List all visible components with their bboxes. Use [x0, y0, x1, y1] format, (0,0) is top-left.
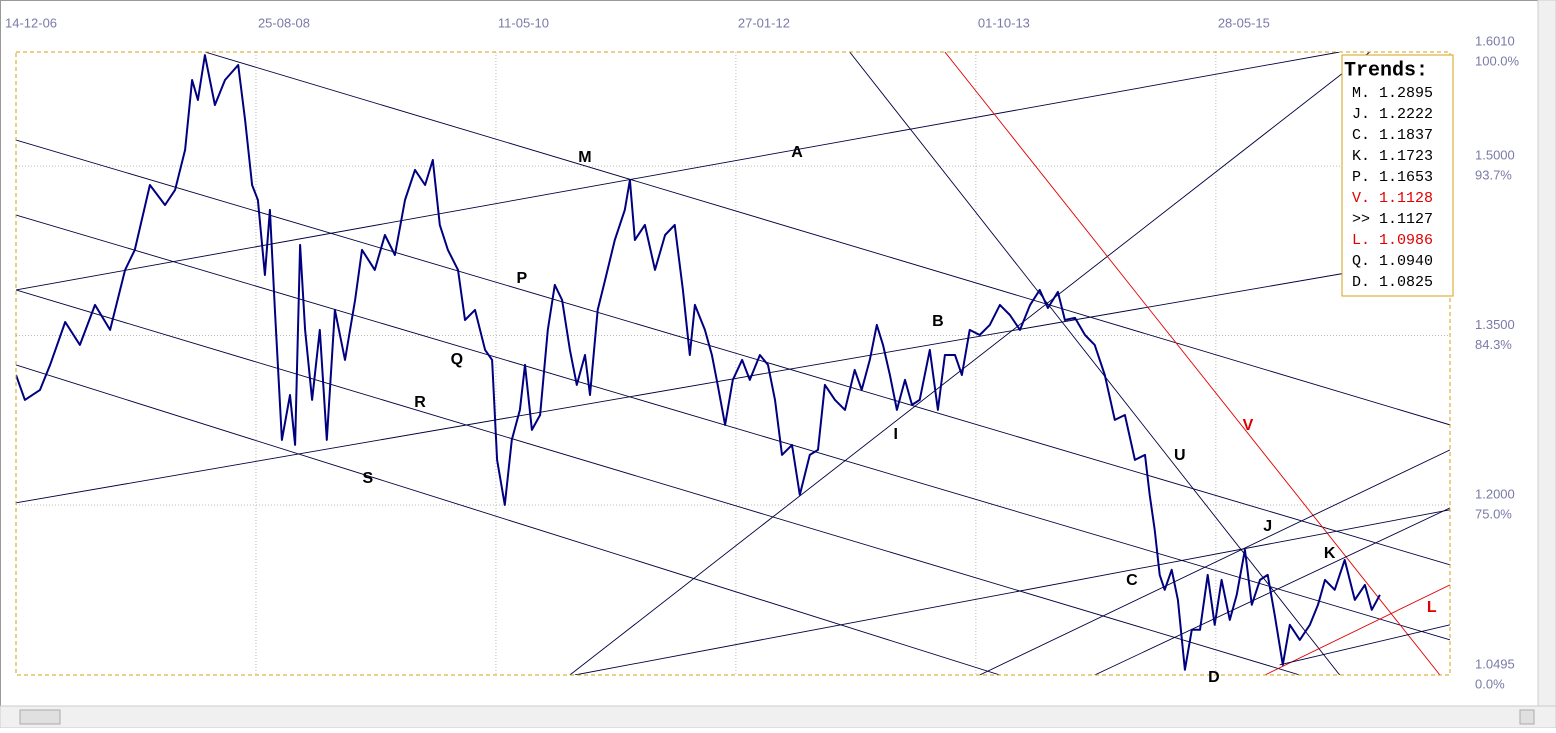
- trendline: [16, 214, 1450, 641]
- legend-title: Trends:: [1344, 59, 1428, 82]
- y-percent-label: 75.0%: [1475, 506, 1512, 521]
- trendline: [979, 449, 1450, 675]
- y-percent-label: 100.0%: [1475, 53, 1520, 68]
- trendline: [944, 52, 1441, 675]
- price-line: [16, 54, 1381, 671]
- legend-box: [1341, 54, 1454, 297]
- trend-label: B: [932, 313, 944, 330]
- trendline: [16, 139, 1450, 566]
- y-tick-label: 1.6010: [1475, 33, 1515, 48]
- vertical-scrollbar[interactable]: [1537, 0, 1556, 707]
- x-tick-label: 14-12-06: [5, 15, 57, 30]
- trend-label: C: [1126, 572, 1138, 589]
- trend-label: M: [578, 149, 591, 166]
- horizontal-scrollbar[interactable]: [0, 705, 1556, 729]
- trendline: [1264, 584, 1450, 675]
- legend: Trends: M. 1.2895 J. 1.2222 C. 1.1837 K. 1.…: [1341, 54, 1454, 297]
- legend-entry: L. 1.0986: [1352, 232, 1433, 249]
- trend-label: Q: [451, 351, 463, 368]
- y-tick-label: 1.5000: [1475, 148, 1515, 163]
- y-tick-label: 1.0495: [1475, 656, 1515, 671]
- trendline: [569, 52, 1371, 675]
- x-tick-label: 25-08-08: [258, 15, 310, 30]
- trendline: [1279, 624, 1450, 666]
- legend-entry: Q. 1.0940: [1352, 253, 1433, 270]
- labels: 14-12-06 25-08-08 11-05-10 27-01-12 01-10-13…: [5, 15, 1520, 691]
- x-tick-label: 28-05-15: [1218, 15, 1270, 30]
- x-tick-label: 01-10-13: [978, 15, 1030, 30]
- legend-entry: V. 1.1128: [1352, 190, 1433, 207]
- legend-entry: M. 1.2895: [1352, 85, 1433, 102]
- trendline: [16, 289, 1300, 675]
- legend-entry: P. 1.1653: [1352, 169, 1433, 186]
- trend-label: K: [1324, 545, 1336, 562]
- trend-label: I: [894, 426, 898, 443]
- y-tick-label: 1.2000: [1475, 486, 1515, 501]
- trendline: [574, 509, 1450, 675]
- trend-label: S: [362, 470, 373, 487]
- y-tick-label: 1.3500: [1475, 317, 1515, 332]
- trendline: [204, 52, 1450, 426]
- trendline: [16, 364, 1001, 675]
- trend-label: A: [791, 144, 803, 161]
- trendline: [849, 52, 1341, 675]
- legend-entry: >> 1.1127: [1352, 211, 1433, 228]
- scroll-button[interactable]: [1519, 709, 1535, 725]
- trend-label: V: [1243, 417, 1254, 434]
- y-percent-label: 0.0%: [1475, 676, 1505, 691]
- x-tick-label: 27-01-12: [738, 15, 790, 30]
- legend-entry: K. 1.1723: [1352, 148, 1433, 165]
- legend-entry: J. 1.2222: [1352, 106, 1433, 123]
- trend-label: L: [1427, 599, 1437, 616]
- legend-entry: C. 1.1837: [1352, 127, 1433, 144]
- plot-area: [16, 52, 1450, 675]
- plot-border: [15, 51, 1451, 676]
- trend-label: P: [517, 270, 528, 287]
- trend-label: J: [1263, 518, 1272, 535]
- y-percent-label: 93.7%: [1475, 168, 1512, 183]
- trend-label: U: [1174, 447, 1186, 464]
- trendline: [16, 52, 1340, 291]
- x-tick-label: 11-05-10: [498, 15, 549, 30]
- trend-label: R: [414, 394, 426, 411]
- y-percent-label: 84.3%: [1475, 337, 1512, 352]
- scroll-thumb[interactable]: [19, 709, 61, 725]
- trendline: [1094, 507, 1450, 675]
- trend-label: D: [1208, 669, 1220, 686]
- legend-entry: D. 1.0825: [1352, 274, 1433, 291]
